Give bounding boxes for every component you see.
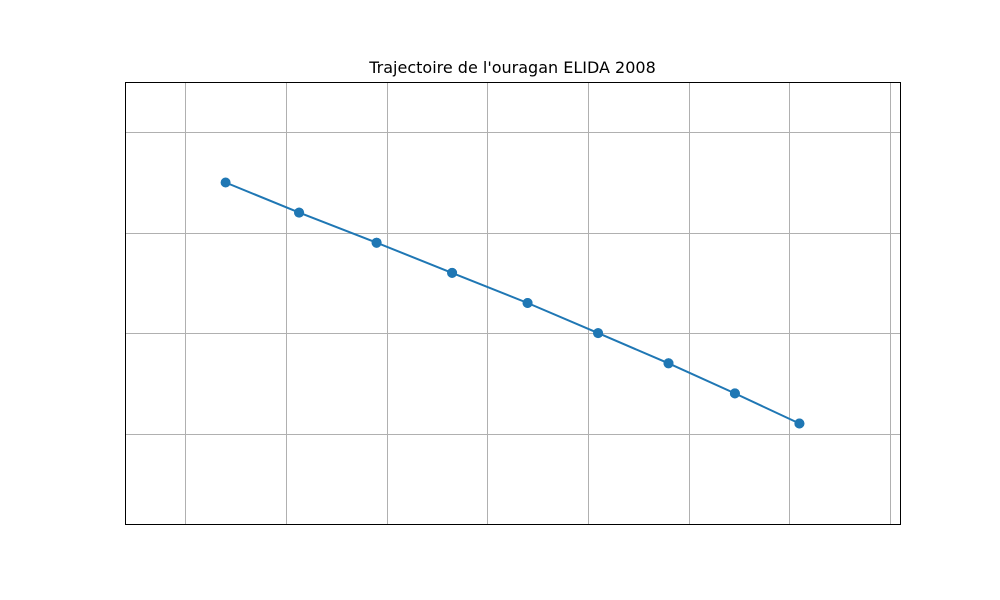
data-point-13 [593, 328, 604, 339]
data-point-9 [294, 207, 305, 218]
data-point-11 [447, 267, 458, 278]
series-line-0 [224, 181, 801, 425]
data-point-8 [220, 177, 231, 188]
series-layer [220, 177, 805, 429]
data-point-12 [522, 298, 533, 308]
chart-title: Trajectoire de l'ouragan ELIDA 2008 [368, 58, 656, 77]
data-point-16 [794, 418, 805, 429]
data-point-15 [729, 388, 740, 399]
data-point-10 [371, 237, 382, 248]
grid-layer [125, 82, 900, 524]
axes-frame [125, 82, 901, 525]
data-point-14 [663, 358, 674, 369]
